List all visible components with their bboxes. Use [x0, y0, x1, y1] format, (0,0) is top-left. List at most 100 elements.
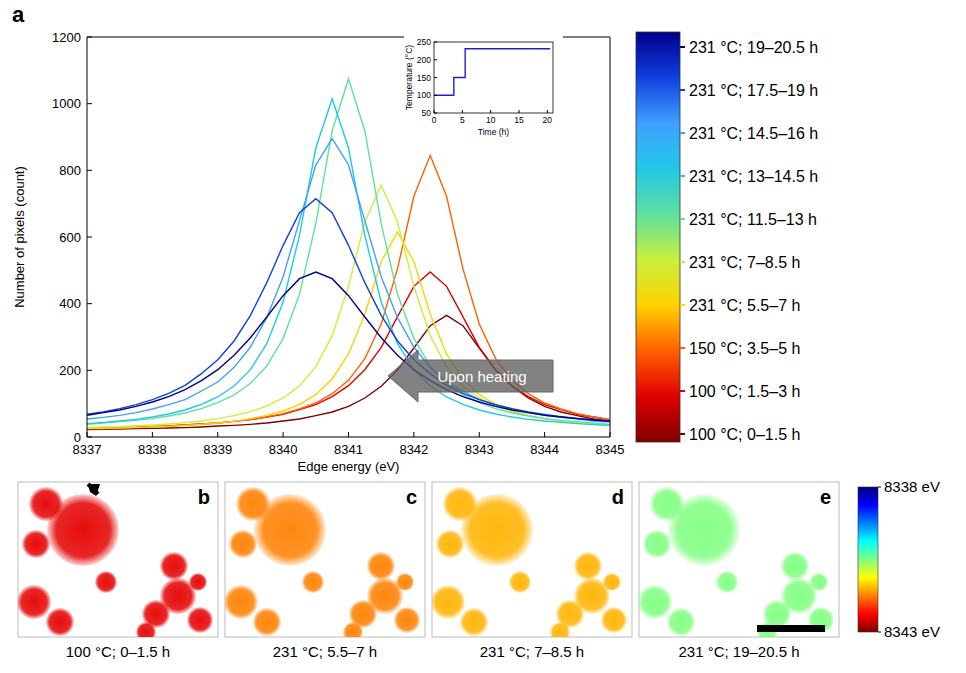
inset-x-tick [490, 110, 491, 113]
x-tick-label: 8341 [334, 442, 363, 457]
particle [225, 585, 258, 619]
x-tick-label: 8342 [399, 442, 428, 457]
y-tick [87, 103, 92, 104]
inset-y-tick [434, 95, 437, 96]
x-tick-label: 8345 [596, 442, 625, 457]
x-tick [348, 432, 349, 437]
panel-label: d [612, 486, 624, 508]
inset-series-group [434, 49, 550, 96]
y-tick-label: 0 [74, 430, 81, 445]
histogram-line [87, 155, 610, 428]
particle [29, 487, 63, 521]
particle [550, 622, 570, 637]
y-tick-label: 200 [59, 363, 81, 378]
particle [432, 585, 465, 619]
inset-y-tick-label: 250 [417, 37, 431, 47]
legend-swatch [680, 89, 685, 91]
x-tick [217, 432, 218, 437]
colorbar-tick [878, 487, 881, 488]
inset-x-tick [462, 110, 463, 113]
histogram-line [87, 139, 610, 422]
map-caption: 231 °C; 5.5–7 h [273, 643, 377, 660]
particle [302, 571, 324, 593]
inset-y-title: Temperature (°C) [404, 45, 414, 110]
particle [639, 585, 672, 619]
legend-swatch [680, 433, 685, 435]
particle [643, 530, 671, 558]
figure: a833783388339834083418342834383448345020… [0, 0, 966, 673]
particle [22, 530, 50, 558]
panel-label: e [820, 486, 831, 508]
legend-swatch [680, 261, 685, 263]
heating-arrow [388, 350, 553, 402]
y-tick [87, 237, 92, 238]
particle [253, 608, 281, 636]
x-tick-label: 8338 [138, 442, 167, 457]
legend-swatch [680, 347, 685, 349]
particle [343, 622, 363, 637]
x-tick [479, 432, 480, 437]
colorbar-label: 8343 eV [884, 623, 940, 640]
particle [189, 573, 207, 591]
colorbar-tick [878, 632, 881, 633]
legend-swatch [680, 46, 685, 48]
legend-label: 231 °C; 14.5–16 h [689, 125, 818, 142]
y-tick [87, 437, 92, 438]
inset-x-tick-label: 0 [432, 115, 437, 125]
particle [394, 607, 420, 633]
inset-x-tick-label: 5 [460, 115, 465, 125]
particle [436, 530, 464, 558]
x-tick [283, 432, 284, 437]
particle [460, 608, 488, 636]
x-tick-label: 8340 [269, 442, 298, 457]
histogram-line [87, 199, 610, 421]
panel-label: b [198, 486, 210, 508]
legend-label: 150 °C; 3.5–5 h [689, 340, 800, 357]
map-colorbar [858, 487, 878, 632]
inset-y-tick [434, 113, 437, 114]
particle [716, 571, 738, 593]
inset-y-tick-label: 200 [417, 55, 431, 65]
panel-label: a [12, 2, 25, 27]
inset-x-tick-label: 20 [543, 115, 553, 125]
inset-y-tick [434, 42, 437, 43]
legend-label: 231 °C; 17.5–19 h [689, 82, 818, 99]
legend-swatch [680, 218, 685, 220]
inset-frame [434, 42, 553, 113]
x-tick [544, 432, 545, 437]
legend-swatch [680, 132, 685, 134]
map-caption: 231 °C; 7–8.5 h [480, 643, 584, 660]
particle [229, 530, 257, 558]
map-caption: 231 °C; 19–20.5 h [678, 643, 799, 660]
particle [601, 607, 627, 633]
x-tick [610, 432, 611, 437]
legend-label: 231 °C; 19–20.5 h [689, 39, 818, 56]
y-tick-label: 1000 [52, 96, 81, 111]
inset-background [404, 34, 563, 143]
histogram-line [87, 185, 610, 427]
particle [574, 552, 602, 580]
map-frame [639, 482, 839, 637]
particle [187, 607, 213, 633]
inset-x-tick [547, 110, 548, 113]
x-tick-label: 8343 [465, 442, 494, 457]
particle [667, 608, 695, 636]
inset-x-tick [519, 110, 520, 113]
annotation: Upon heating [437, 368, 526, 385]
x-tick-label: 8339 [203, 442, 232, 457]
particle [781, 552, 809, 580]
y-tick [87, 170, 92, 171]
map-frame [432, 482, 632, 637]
y-tick-label: 600 [59, 230, 81, 245]
histogram-line [87, 99, 610, 426]
y-tick [87, 303, 92, 304]
particle [650, 487, 684, 521]
particle [95, 571, 117, 593]
legend-label: 100 °C; 1.5–3 h [689, 383, 800, 400]
map-group [432, 487, 627, 637]
map-group [225, 487, 420, 637]
particle [509, 571, 531, 593]
inset-y-tick-label: 150 [417, 73, 431, 83]
y-tick-label: 1200 [52, 30, 81, 45]
map-caption: 100 °C; 0–1.5 h [66, 643, 170, 660]
